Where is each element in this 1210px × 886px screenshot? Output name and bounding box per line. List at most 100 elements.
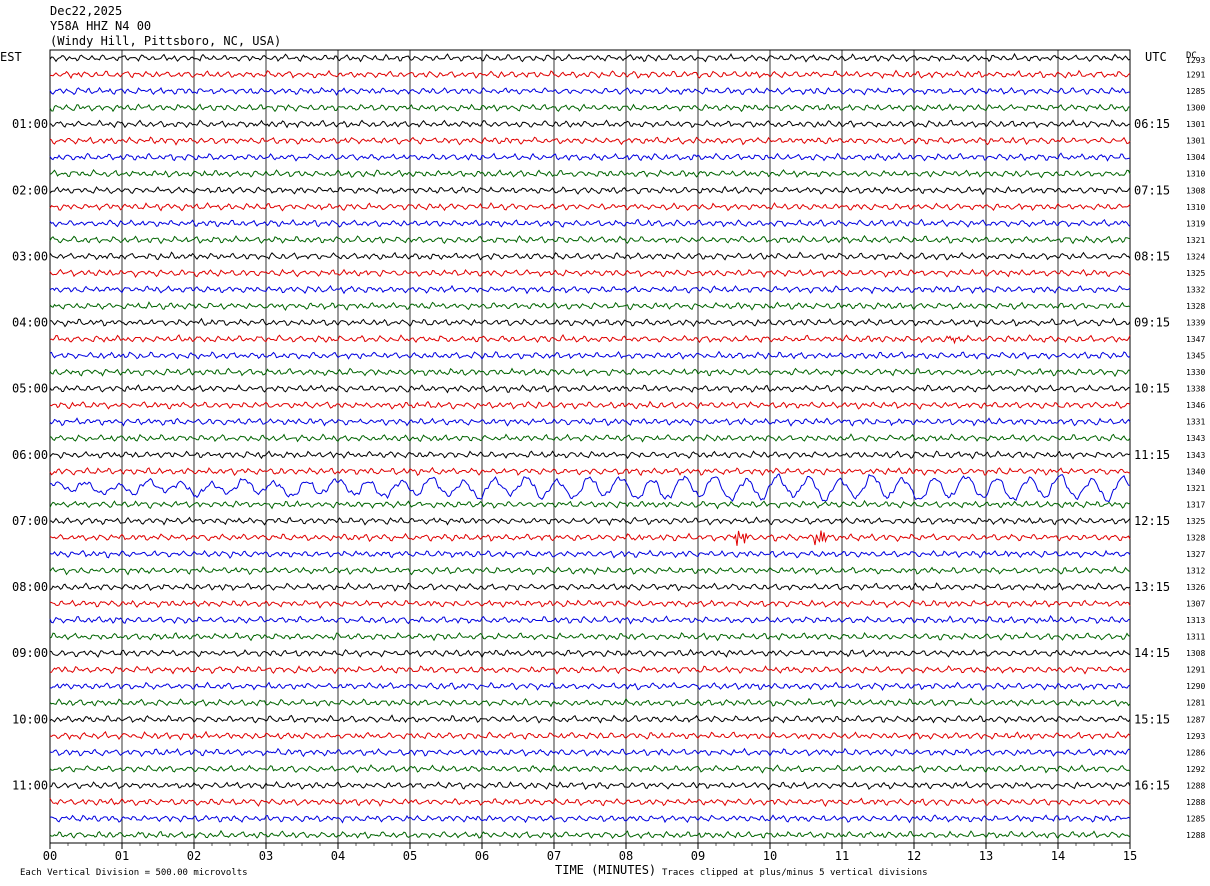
dc-offset-label: 1327 — [1186, 550, 1205, 559]
header-location: (Windy Hill, Pittsboro, NC, USA) — [50, 34, 282, 48]
left-time-label: 08:00 — [12, 580, 48, 594]
dc-offset-label: 1293 — [1186, 732, 1205, 741]
trace-line — [49, 103, 1130, 113]
clip-note: Traces clipped at plus/minus 5 vertical … — [662, 868, 928, 878]
trace-line — [49, 599, 1131, 609]
right-time-label: 13:15 — [1134, 580, 1170, 594]
trace-line — [49, 52, 1131, 63]
right-time-label: 15:15 — [1134, 712, 1170, 726]
trace-line — [49, 697, 1131, 708]
trace-line — [49, 814, 1131, 824]
dc-offset-label: 1288 — [1186, 831, 1205, 840]
left-time-label: 03:00 — [12, 249, 48, 263]
dc-offset-label: 1331 — [1186, 418, 1205, 427]
x-tick-label: 15 — [1123, 849, 1137, 863]
plot-frame — [49, 49, 1131, 844]
left-timezone: EST — [0, 50, 22, 64]
trace-line — [49, 565, 1131, 576]
dc-offset-label: 1339 — [1186, 319, 1205, 328]
scale-note: Each Vertical Division = 500.00 microvol… — [20, 868, 248, 878]
trace-line — [49, 549, 1131, 559]
right-timezone: UTC — [1145, 50, 1167, 64]
dc-offset-label: 1340 — [1186, 467, 1205, 476]
trace-line — [49, 152, 1131, 162]
right-time-label: 12:15 — [1134, 514, 1170, 528]
trace-line — [49, 499, 1131, 510]
right-time-labels: 06:15 07:15 08:15 09:15 10:15 11:15 12:15 13:15… — [1134, 117, 1170, 792]
dc-offset-label: 1287 — [1186, 715, 1205, 724]
trace-line — [49, 268, 1131, 278]
dc-offset-label: 1317 — [1186, 500, 1205, 509]
trace-line — [49, 631, 1131, 642]
dc-offset-label: 1338 — [1186, 385, 1205, 394]
grid — [49, 49, 1131, 849]
dc-offset-label: 1311 — [1186, 633, 1205, 642]
dc-header: DC — [1186, 51, 1197, 61]
dc-offset-label: 1321 — [1186, 236, 1205, 245]
left-time-label: 07:00 — [12, 514, 48, 528]
dc-offset-label: 1325 — [1186, 517, 1205, 526]
trace-line — [49, 301, 1131, 311]
dc-offset-label: 1281 — [1186, 699, 1205, 708]
x-tick-label: 12 — [907, 849, 921, 863]
dc-offset-label: 1288 — [1186, 781, 1205, 790]
x-tick-label: 09 — [691, 849, 705, 863]
trace-line — [49, 251, 1131, 261]
trace-line — [49, 202, 1131, 212]
right-time-label: 06:15 — [1134, 117, 1170, 131]
dc-offset-label: 1285 — [1186, 814, 1205, 823]
dc-offset-label: 1324 — [1186, 252, 1205, 261]
dc-offset-label: 1288 — [1186, 798, 1205, 807]
left-time-label: 04:00 — [12, 316, 48, 330]
dc-offset-label: 1291 — [1186, 666, 1205, 675]
x-tick-label: 06 — [475, 849, 489, 863]
trace-line — [49, 218, 1131, 228]
dc-offset-label: 1345 — [1186, 352, 1205, 361]
trace-line — [49, 648, 1131, 659]
dc-offset-label: 1310 — [1186, 203, 1205, 212]
trace-line — [49, 714, 1131, 724]
trace-line — [49, 780, 1131, 791]
x-tick-label: 07 — [547, 849, 561, 863]
dc-offset-label: 1301 — [1186, 120, 1205, 129]
dc-offset-label: 1293 — [1186, 56, 1205, 65]
dc-offset-label: 1290 — [1186, 682, 1205, 691]
dc-offset-label: 1330 — [1186, 368, 1205, 377]
trace-line — [49, 797, 1131, 807]
right-time-label: 11:15 — [1134, 448, 1170, 462]
right-time-label: 14:15 — [1134, 646, 1170, 660]
trace-line — [50, 317, 1131, 328]
x-tick-label: 00 — [43, 849, 57, 863]
left-time-label: 02:00 — [12, 183, 48, 197]
dc-offset-labels: 1293 1291 1285 1300 1301 1301 1304 1310 1308 1310… — [1186, 56, 1205, 840]
dc-offset-label: 1285 — [1186, 87, 1205, 96]
dc-offset-label: 1292 — [1186, 765, 1205, 774]
x-tick-label: 11 — [835, 849, 849, 863]
trace-line — [49, 69, 1131, 80]
dc-offset-label: 1347 — [1186, 335, 1205, 344]
dc-offset-label: 1286 — [1186, 748, 1205, 757]
left-time-label: 01:00 — [12, 117, 48, 131]
dc-offset-label: 1307 — [1186, 600, 1205, 609]
dc-offset-label: 1328 — [1186, 533, 1205, 542]
left-time-label: 09:00 — [12, 646, 48, 660]
x-tick-label: 05 — [403, 849, 417, 863]
trace-line — [49, 516, 1131, 526]
x-tick-labels: 00 01 02 03 04 05 06 07 08 09 10 11 12 13 14 15 — [43, 849, 1137, 863]
right-time-label: 10:15 — [1134, 382, 1170, 396]
trace-line — [49, 334, 1131, 345]
dc-offset-label: 1300 — [1186, 104, 1205, 113]
trace-line — [49, 185, 1131, 196]
dc-offset-label: 1346 — [1186, 401, 1205, 410]
trace-line — [49, 417, 1131, 427]
left-time-label: 05:00 — [12, 382, 48, 396]
trace-line — [49, 473, 1131, 503]
left-time-label: 11:00 — [12, 778, 48, 792]
trace-line — [49, 764, 1131, 774]
x-tick-label: 13 — [979, 849, 993, 863]
header-date: Dec22,2025 — [50, 4, 123, 18]
dc-offset-label: 1310 — [1186, 170, 1205, 179]
x-tick-label: 01 — [115, 849, 129, 863]
dc-offset-label: 1304 — [1186, 153, 1205, 162]
